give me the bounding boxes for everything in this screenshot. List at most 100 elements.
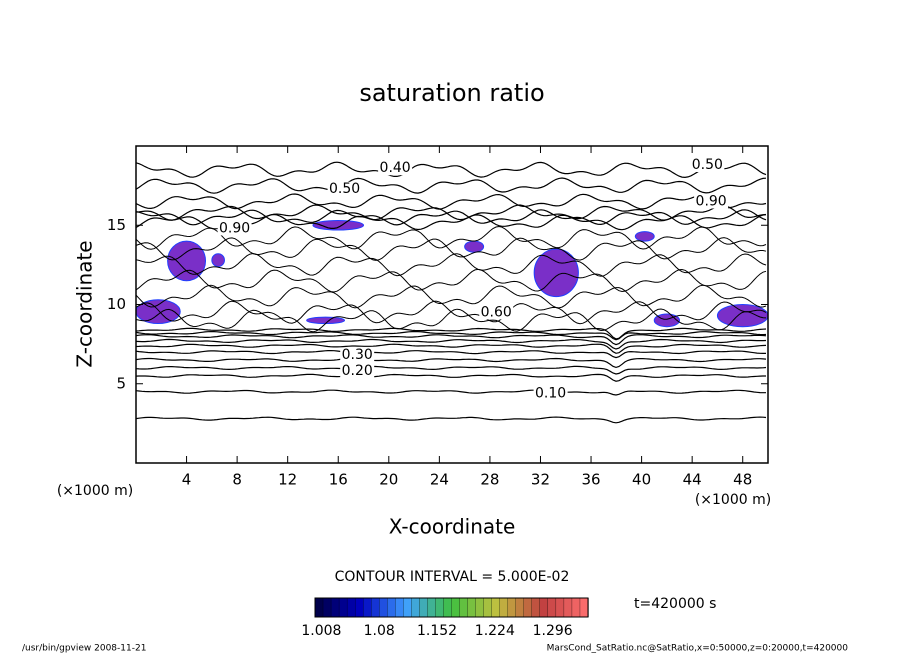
colorbar-cell: [563, 597, 573, 618]
x-tick-label: 32: [531, 471, 550, 489]
colorbar-tick-label: 1.296: [533, 623, 573, 639]
contour-label-bg: [378, 161, 413, 176]
x-tick-label: 48: [733, 471, 752, 489]
colorbar-cell: [531, 597, 541, 618]
contour-line: [135, 204, 767, 221]
contour-label: 0.60: [481, 304, 512, 320]
colorbar-cell: [491, 597, 501, 618]
x-axis-label: X-coordinate: [389, 515, 516, 539]
x-tick-label: 20: [379, 471, 398, 489]
contour-interval: CONTOUR INTERVAL = 5.000E-02: [335, 569, 570, 585]
colorbar-tick-label: 1.08: [364, 623, 395, 639]
contour-label-bg: [340, 364, 375, 379]
colorbar-tick-label: 1.152: [417, 623, 457, 639]
y-tick-label: 10: [107, 295, 126, 313]
colorbar-cell: [507, 597, 517, 618]
contour-line: [135, 416, 767, 424]
x-tick-label: 44: [683, 471, 702, 489]
supersaturated-region: [716, 304, 769, 328]
supersaturated-region: [464, 240, 485, 253]
time-label: t=420000 s: [634, 596, 716, 612]
supersaturated-region: [312, 219, 365, 231]
contour-label: 0.90: [219, 220, 250, 236]
colorbar-cell: [483, 597, 493, 618]
x-tick-label: 12: [278, 471, 297, 489]
colorbar-cell: [371, 597, 380, 618]
colorbar-cell: [555, 597, 565, 618]
contour-line: [135, 357, 767, 369]
colorbar-cell: [338, 597, 348, 618]
plot-frame: [135, 145, 769, 464]
supersaturated-region: [306, 316, 346, 325]
x-tick-label: 24: [430, 471, 449, 489]
colorbar-tick-label: 1.008: [301, 623, 341, 639]
contour-label: 0.10: [535, 385, 566, 401]
contour-line: [135, 177, 767, 194]
contour-label-bg: [340, 348, 375, 363]
contour-line: [135, 268, 767, 293]
contour-label: 0.50: [329, 181, 360, 197]
contour-line: [135, 327, 767, 340]
colorbar-cell: [419, 597, 429, 618]
colorbar-cell: [451, 597, 461, 618]
contour-line: [135, 225, 767, 250]
colorbar-cell: [467, 597, 477, 618]
colorbar-cell: [571, 597, 581, 618]
supersaturated-region: [211, 253, 225, 267]
x-tick-label: 8: [232, 471, 242, 489]
contour-line: [135, 300, 767, 325]
contour-line: [135, 343, 767, 354]
contour-line: [135, 350, 766, 359]
colorbar-cell: [314, 597, 324, 618]
colorbar-cell: [387, 597, 396, 618]
x-tick-label: 36: [581, 471, 600, 489]
colorbar-cell: [363, 597, 372, 618]
colorbar-cell: [322, 597, 332, 618]
colorbar-cell: [354, 597, 364, 618]
colorbar-cell: [443, 597, 453, 618]
x-tick-label: 16: [329, 471, 348, 489]
chart-title: saturation ratio: [359, 79, 544, 107]
contour-line: [135, 161, 767, 179]
contour-line: [135, 237, 767, 261]
contour-label: 0.90: [696, 193, 727, 209]
y-tick-label: 5: [116, 374, 126, 392]
contour-line: [135, 389, 766, 396]
contour-label-bg: [694, 194, 729, 209]
contour-line: [135, 338, 767, 350]
supersaturated-region: [533, 248, 579, 298]
colorbar-cell: [346, 597, 356, 618]
x-unit: (×1000 m): [57, 483, 133, 499]
contour-line: [135, 209, 767, 226]
colorbar-cell: [539, 597, 549, 618]
colorbar-frame: [314, 597, 589, 618]
contour-label-bg: [690, 158, 725, 173]
y-tick-label: 15: [107, 216, 126, 234]
contour-line: [135, 193, 767, 210]
contour-label: 0.40: [380, 160, 411, 176]
contour-line: [135, 373, 766, 382]
contour-line: [135, 252, 767, 277]
x-tick-label: 40: [632, 471, 651, 489]
contour-line: [135, 365, 767, 375]
colorbar-cell: [459, 597, 469, 618]
contour-line: [135, 330, 767, 341]
colorbar-cell: [435, 597, 445, 618]
colorbar-cell: [547, 597, 557, 618]
colorbar-cell: [330, 597, 340, 618]
contour-label-bg: [533, 386, 568, 401]
y-axis-label: Z-coordinate: [73, 240, 97, 367]
colorbar-cell: [579, 597, 589, 618]
colorbar-cell: [395, 597, 404, 618]
contour-label-bg: [327, 181, 362, 196]
x-tick-label: 28: [480, 471, 499, 489]
colorbar-cell: [411, 597, 421, 618]
contour-label: 0.30: [342, 347, 373, 363]
contour-line: [135, 334, 767, 346]
x-tick-label: 4: [182, 471, 192, 489]
contour-label: 0.20: [342, 363, 373, 379]
footer: MarsCond_SatRatio.nc@SatRatio,x=0:50000,…: [547, 644, 849, 654]
colorbar-cell: [499, 597, 509, 618]
colorbar-cell: [523, 597, 533, 618]
